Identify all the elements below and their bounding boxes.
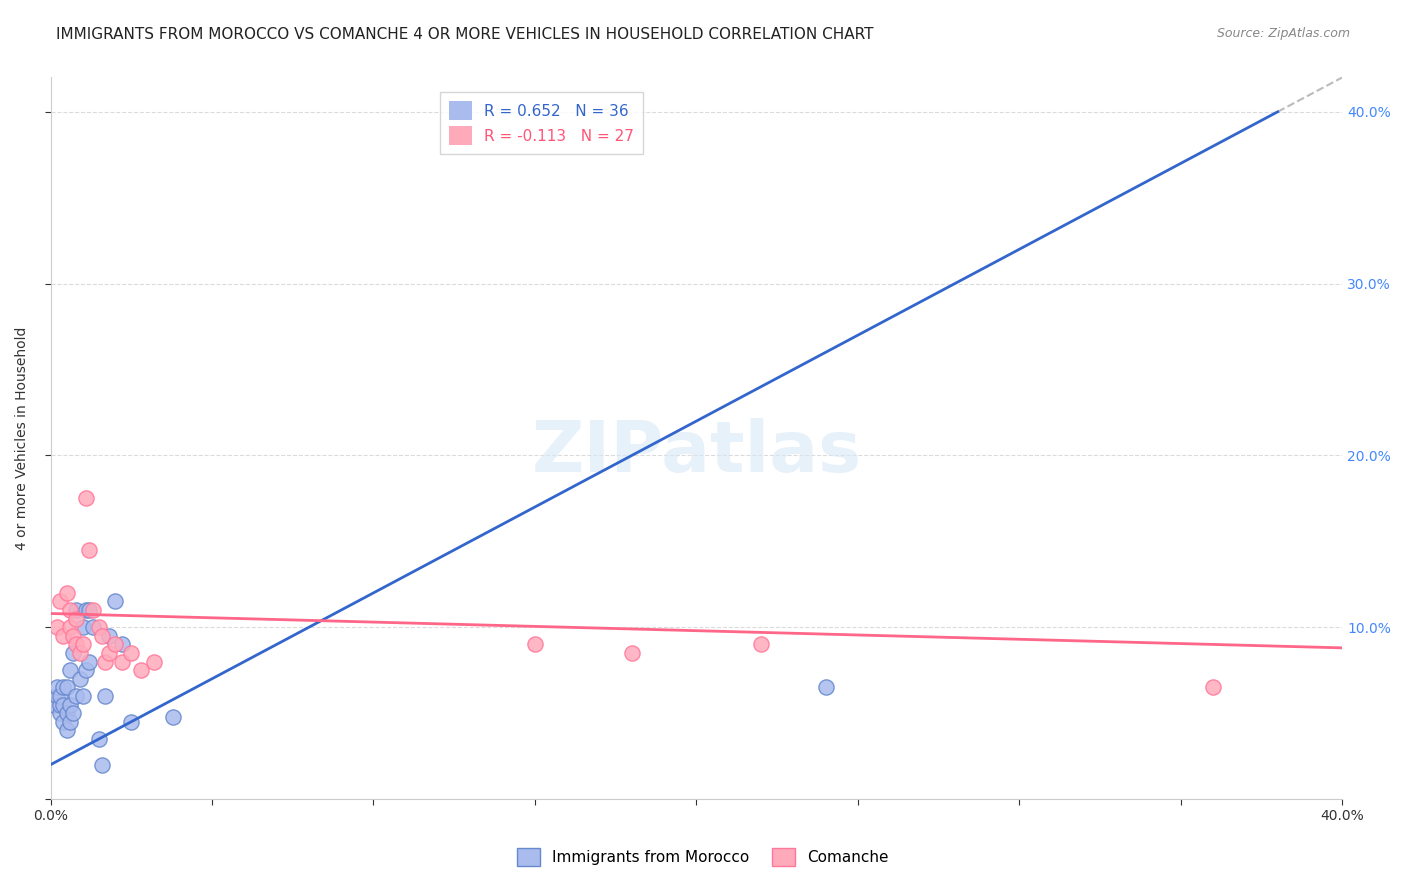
Text: IMMIGRANTS FROM MOROCCO VS COMANCHE 4 OR MORE VEHICLES IN HOUSEHOLD CORRELATION : IMMIGRANTS FROM MOROCCO VS COMANCHE 4 OR…	[56, 27, 873, 42]
Point	[72, 637, 94, 651]
Point	[82, 603, 104, 617]
Point	[749, 637, 772, 651]
Point	[46, 681, 69, 695]
Legend: Immigrants from Morocco, Comanche: Immigrants from Morocco, Comanche	[508, 838, 898, 875]
Point	[142, 655, 165, 669]
Point	[52, 629, 75, 643]
Point	[52, 681, 75, 695]
Point	[49, 706, 72, 721]
Point	[65, 637, 87, 651]
Point	[162, 709, 184, 723]
Point	[129, 663, 152, 677]
Point	[120, 714, 142, 729]
Text: Source: ZipAtlas.com: Source: ZipAtlas.com	[1216, 27, 1350, 40]
Point	[69, 672, 91, 686]
Point	[87, 620, 110, 634]
Point	[59, 620, 82, 634]
Point	[75, 663, 97, 677]
Point	[104, 637, 127, 651]
Point	[59, 663, 82, 677]
Point	[77, 655, 100, 669]
Point	[55, 706, 77, 721]
Point	[55, 681, 77, 695]
Point	[91, 757, 114, 772]
Point	[55, 723, 77, 738]
Point	[59, 603, 82, 617]
Point	[91, 629, 114, 643]
Point	[62, 706, 84, 721]
Point	[120, 646, 142, 660]
Point	[75, 491, 97, 506]
Legend: R = 0.652   N = 36, R = -0.113   N = 27: R = 0.652 N = 36, R = -0.113 N = 27	[440, 92, 643, 154]
Point	[62, 646, 84, 660]
Point	[75, 603, 97, 617]
Point	[49, 689, 72, 703]
Point	[46, 689, 69, 703]
Text: ZIPatlas: ZIPatlas	[531, 418, 862, 487]
Point	[814, 681, 837, 695]
Point	[97, 646, 120, 660]
Point	[94, 655, 117, 669]
Point	[49, 698, 72, 712]
Point	[82, 620, 104, 634]
Point	[110, 637, 132, 651]
Point	[87, 731, 110, 746]
Point	[49, 594, 72, 608]
Point	[65, 689, 87, 703]
Point	[59, 698, 82, 712]
Point	[72, 620, 94, 634]
Point	[42, 698, 65, 712]
Point	[94, 689, 117, 703]
Point	[523, 637, 546, 651]
Point	[65, 603, 87, 617]
Point	[77, 543, 100, 558]
Point	[69, 646, 91, 660]
Point	[97, 629, 120, 643]
Point	[46, 620, 69, 634]
Point	[104, 594, 127, 608]
Point	[52, 714, 75, 729]
Point	[1202, 681, 1225, 695]
Point	[72, 689, 94, 703]
Point	[55, 586, 77, 600]
Point	[77, 603, 100, 617]
Point	[620, 646, 643, 660]
Point	[59, 714, 82, 729]
Point	[52, 698, 75, 712]
Y-axis label: 4 or more Vehicles in Household: 4 or more Vehicles in Household	[15, 326, 30, 550]
Point	[65, 612, 87, 626]
Point	[110, 655, 132, 669]
Point	[62, 629, 84, 643]
